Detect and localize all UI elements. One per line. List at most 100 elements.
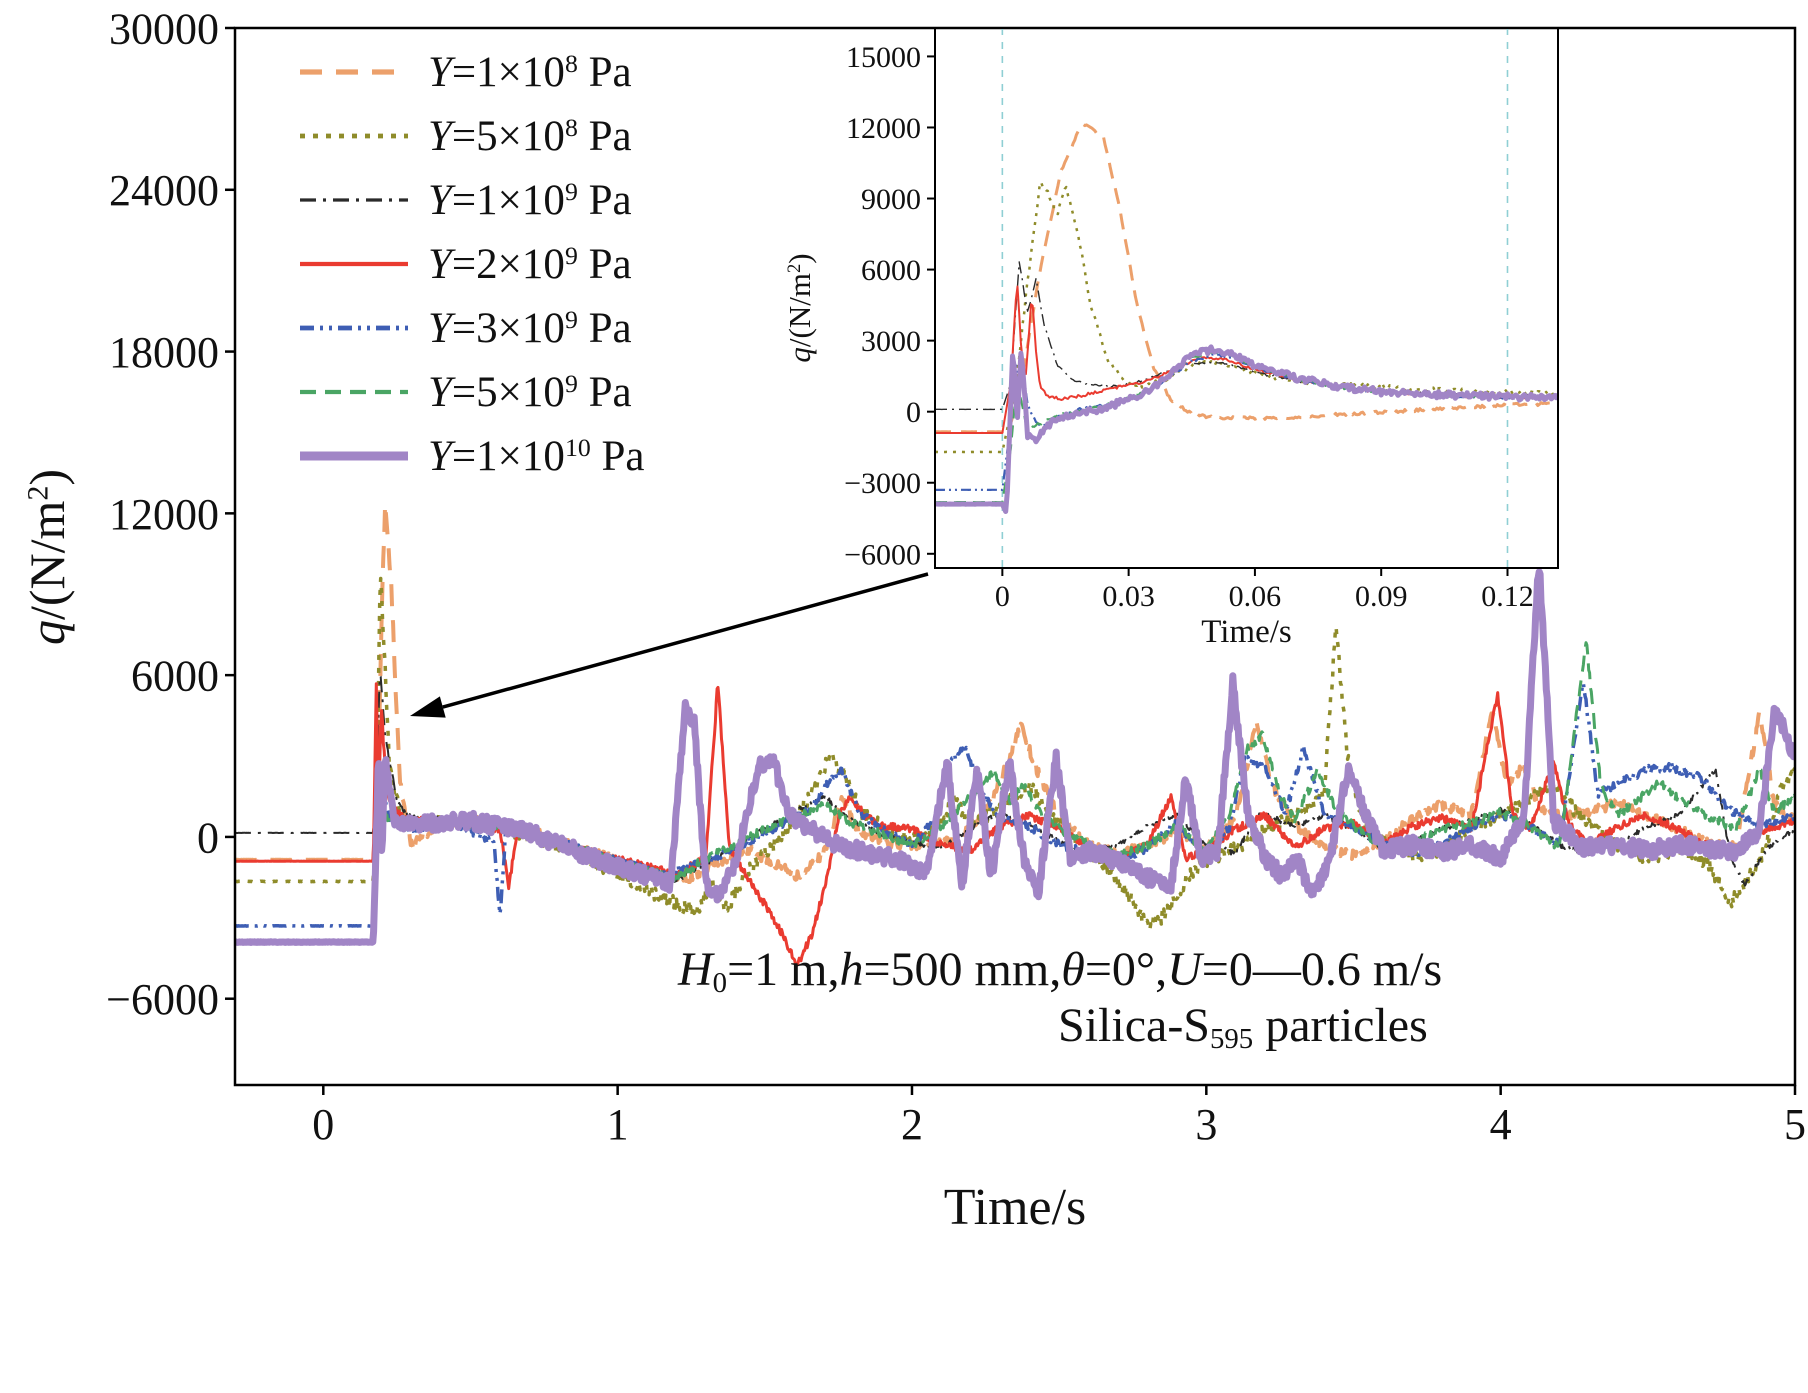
- text-part: Y: [428, 112, 452, 160]
- text-part: 8: [564, 112, 578, 142]
- axis-box: [934, 27, 1559, 569]
- text-part: θ: [1061, 943, 1085, 996]
- x-tick-label: 0.12: [1481, 580, 1534, 613]
- y-tick-label: 18000: [109, 328, 219, 377]
- legend-line-sample: [300, 133, 408, 139]
- y-tick-label: 6000: [861, 254, 921, 287]
- x-tick-label: 0.09: [1355, 580, 1408, 613]
- text-part: =0—0.6 m/s: [1201, 943, 1443, 996]
- legend-item: Y=1×108 Pa: [298, 40, 644, 104]
- text-part: =1×10: [451, 48, 565, 96]
- y-tick-label: −6000: [844, 538, 921, 571]
- y-tick-label: 0: [906, 396, 921, 429]
- text-part: 2: [783, 263, 805, 274]
- legend-label: Y=2×109 Pa: [428, 240, 632, 289]
- inset-chart: 0 0.03 0.06 0.09 0.12 −6000 −3000 0 3000 6000 9000…: [770, 8, 1630, 673]
- condition-annotation-line2: Silica-S595 particles: [1058, 998, 1428, 1056]
- x-tick-label: 1: [607, 1100, 629, 1149]
- legend-item: Y=5×108 Pa: [298, 104, 644, 168]
- text-part: 2: [21, 485, 55, 501]
- y-tick-label: 0: [197, 813, 219, 862]
- x-tick-label: 5: [1784, 1100, 1806, 1149]
- x-tick-label: 3: [1195, 1100, 1217, 1149]
- legend-label: Y=5×108 Pa: [428, 112, 632, 161]
- text-part: h: [839, 943, 864, 996]
- y-tick-label: 24000: [109, 166, 219, 215]
- series-line-1: [935, 180, 1558, 454]
- legend-item: Y=1×109 Pa: [298, 168, 644, 232]
- text-part: /(N/m: [782, 273, 817, 348]
- text-part: Pa: [577, 304, 632, 352]
- text-part: =1×10: [451, 432, 565, 480]
- series-line-6: [235, 568, 1795, 946]
- legend-item: Y=2×109 Pa: [298, 232, 644, 296]
- y-tick-label: 15000: [846, 41, 921, 74]
- text-part: ): [19, 468, 75, 486]
- legend-label: Y=3×109 Pa: [428, 304, 632, 353]
- text-part: =0°,: [1084, 943, 1168, 996]
- legend-item: Y=5×109 Pa: [298, 360, 644, 424]
- text-part: Silica-S: [1058, 999, 1210, 1052]
- text-part: q: [782, 347, 817, 363]
- main-x-axis-label: Time/s: [943, 1179, 1087, 1236]
- legend-item: Y=3×109 Pa: [298, 296, 644, 360]
- main-y-axis-label: q/(N/m2): [18, 469, 76, 645]
- text-part: Y: [428, 304, 452, 352]
- series-line-2: [935, 261, 1558, 411]
- text-part: U: [1167, 943, 1202, 996]
- text-part: particles: [1253, 999, 1428, 1052]
- text-part: =3×10: [451, 304, 565, 352]
- condition-annotation-line1: H0=1 m,h=500 mm,θ=0°,U=0—0.6 m/s: [678, 942, 1442, 1000]
- legend-line-sample: [300, 325, 408, 331]
- legend-label: Y=1×108 Pa: [428, 48, 632, 97]
- x-tick-label: 4: [1490, 1100, 1512, 1149]
- legend-label: Y=1×1010 Pa: [428, 432, 644, 481]
- text-part: Pa: [577, 240, 632, 288]
- text-part: q: [19, 620, 75, 646]
- x-tick-label: 2: [901, 1100, 923, 1149]
- y-tick-label: 9000: [861, 183, 921, 216]
- text-part: 9: [564, 368, 578, 398]
- text-part: 595: [1210, 1023, 1254, 1056]
- text-part: Y: [428, 240, 452, 288]
- legend: Y=1×108 Pa Y=5×108 Pa Y=1×109 Pa Y=2×109 Pa…: [298, 40, 644, 488]
- text-part: Pa: [577, 112, 632, 160]
- text-part: Y: [428, 368, 452, 416]
- text-part: ): [782, 253, 817, 264]
- legend-label: Y=5×109 Pa: [428, 368, 632, 417]
- legend-label: Y=1×109 Pa: [428, 176, 632, 225]
- x-tick-label: 0.06: [1229, 580, 1282, 613]
- text-part: Y: [428, 48, 452, 96]
- y-tick-label: 30000: [109, 4, 219, 53]
- text-part: H: [678, 943, 713, 996]
- text-part: 9: [564, 304, 578, 334]
- text-part: Pa: [577, 176, 632, 224]
- legend-line-sample: [300, 389, 408, 395]
- text-part: =2×10: [451, 240, 565, 288]
- legend-item: Y=1×1010 Pa: [298, 424, 644, 488]
- text-part: =1×10: [451, 176, 565, 224]
- x-tick-label: 0: [312, 1100, 334, 1149]
- legend-line-sample: [300, 451, 408, 461]
- y-tick-label: 3000: [861, 325, 921, 358]
- text-part: Pa: [590, 432, 645, 480]
- legend-line-sample: [300, 69, 408, 75]
- text-part: Pa: [577, 368, 632, 416]
- legend-line-sample: [300, 261, 408, 267]
- legend-line-sample: [300, 198, 408, 202]
- text-part: =1 m,: [727, 943, 840, 996]
- y-tick-label: 12000: [109, 490, 219, 539]
- inset-svg: 0 0.03 0.06 0.09 0.12 −6000 −3000 0 3000 6000 9000…: [844, 27, 1559, 613]
- y-tick-label: 12000: [846, 112, 921, 145]
- text-part: =5×10: [451, 368, 565, 416]
- text-part: Pa: [577, 48, 632, 96]
- x-tick-label: 0.03: [1102, 580, 1155, 613]
- text-part: Y: [428, 432, 452, 480]
- text-part: Y: [428, 176, 452, 224]
- x-tick-label: 0: [995, 580, 1010, 613]
- text-part: 8: [564, 48, 578, 78]
- text-part: 9: [564, 240, 578, 270]
